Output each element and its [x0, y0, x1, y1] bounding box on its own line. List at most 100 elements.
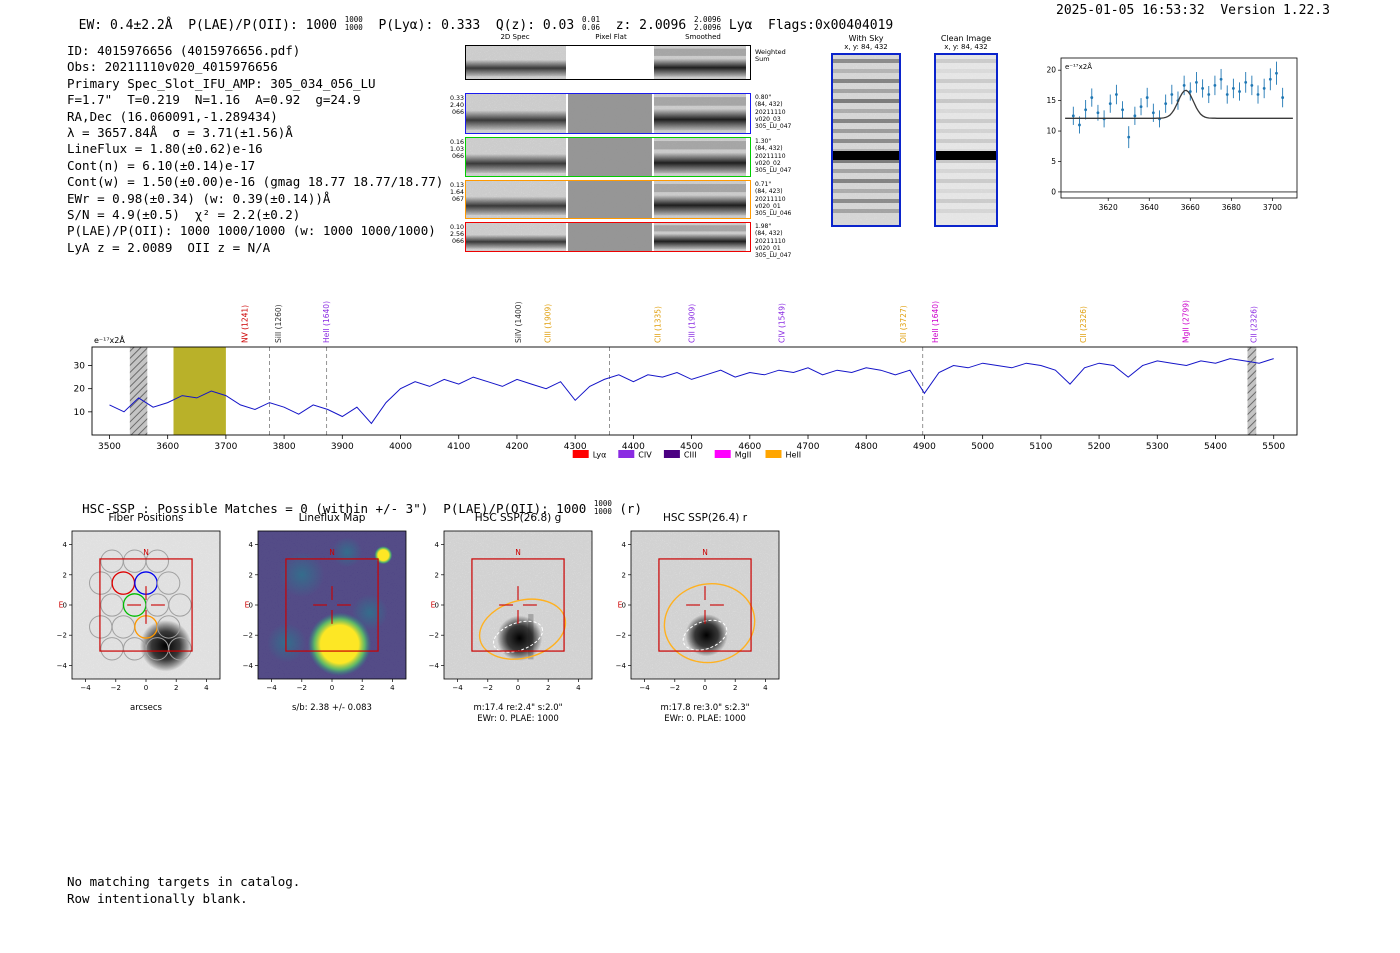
- summary-header: EW: 0.4±2.2Å P(LAE)/P(OII): 1000 1000 100…: [63, 3, 894, 33]
- ion-marker-label: CII (2326): [1079, 306, 1088, 343]
- hsc-band-text: (r): [611, 501, 642, 516]
- ion-marker-label: HeII (1640): [931, 301, 940, 343]
- lineflux-blob: [307, 612, 372, 676]
- spec2d-row-weights: 0.10 2.56 066: [449, 224, 464, 245]
- object-info-block: ID: 4015976656 (4015976656.pdf) Obs: 2021…: [67, 43, 443, 256]
- plae-range: 1000 1000: [345, 16, 363, 31]
- info-line: F=1.7" T=0.219 N=1.16 A=0.92 g=24.9: [67, 92, 361, 108]
- lineflux-map-panel: Lineflux Map −4 −4 −2 −2 0 0 2 2 4 4 N E s/b: 2.38 …: [234, 512, 420, 714]
- svg-text:2: 2: [249, 571, 253, 579]
- svg-text:3600: 3600: [156, 442, 179, 452]
- spec2d-image-smooth: [654, 94, 746, 133]
- svg-text:3500: 3500: [98, 442, 121, 452]
- svg-text:4300: 4300: [564, 442, 587, 452]
- svg-text:4100: 4100: [447, 442, 470, 452]
- hsc-r-plot: −4 −4 −2 −2 0 0 2 2 4 4 N E: [616, 530, 780, 692]
- svg-text:2: 2: [546, 684, 550, 692]
- ion-marker-label: CIII (1909): [688, 304, 697, 343]
- hsc-g-title: HSC SSP(26.8) g: [474, 512, 562, 524]
- lineflux-caption: s/b: 2.38 +/- 0.083: [292, 703, 372, 713]
- extraction-box: [99, 558, 193, 652]
- east-label: E: [431, 601, 436, 610]
- svg-text:CIV: CIV: [638, 451, 652, 460]
- hsc-r-panel: HSC SSP(26.4) r −4 −4 −2 −2 0 0 2 2 4 4 N E m:17.8 …: [607, 512, 793, 725]
- svg-text:4: 4: [576, 684, 581, 692]
- fiber-circle: [156, 571, 181, 595]
- spec2d-row: [465, 45, 751, 80]
- qz-range: 0.01 0.06: [582, 16, 600, 31]
- north-label: N: [702, 548, 708, 557]
- hsc-r-caption2: EWr: 0. PLAE: 1000: [664, 714, 746, 724]
- svg-text:−2: −2: [57, 632, 67, 640]
- ion-marker-label: SiII (1260): [274, 304, 283, 343]
- svg-text:−2: −2: [429, 632, 439, 640]
- with-sky-coords: x, y: 84, 432: [844, 43, 888, 51]
- svg-text:e⁻¹⁷x2Å: e⁻¹⁷x2Å: [94, 334, 125, 345]
- svg-text:4: 4: [249, 541, 254, 549]
- ew-plae-text: EW: 0.4±2.2Å P(LAE)/P(OII): 1000: [78, 18, 345, 33]
- aperture-ellipse: [478, 598, 567, 660]
- lineflux-map-plot: −4 −4 −2 −2 0 0 2 2 4 4 N E: [243, 530, 407, 692]
- fiber-positions-title: Fiber Positions: [108, 512, 184, 524]
- ion-marker-label: NV (1241): [241, 305, 250, 343]
- info-line: Obs: 20211110v020_4015976656: [67, 59, 278, 75]
- clean-image-panel: Clean Image x, y: 84, 432: [928, 34, 1004, 231]
- svg-text:0: 0: [144, 684, 148, 692]
- ion-marker-label: HeII (1640): [322, 301, 331, 343]
- svg-text:3700: 3700: [214, 442, 237, 452]
- info-line: S/N = 4.9(±0.5) χ² = 2.2(±0.2): [67, 207, 301, 223]
- svg-text:MgII: MgII: [735, 451, 752, 460]
- svg-text:−2: −2: [111, 684, 121, 692]
- plae-lo: 1000: [344, 22, 363, 32]
- ion-marker-label: CII (1335): [653, 306, 662, 343]
- info-line: LyA z = 2.0089 OII z = N/A: [67, 239, 271, 255]
- info-line: Primary Spec_Slot_IFU_AMP: 305_034_056_L…: [67, 75, 376, 91]
- hsc-plae-hi: 1000: [593, 499, 612, 508]
- footer-notes: No matching targets in catalog. Row inte…: [67, 874, 300, 907]
- qz-lo: 0.06: [581, 22, 601, 32]
- svg-text:0: 0: [435, 602, 439, 610]
- info-line: RA,Dec (16.060091,-1.289434): [67, 108, 278, 124]
- svg-text:4: 4: [63, 541, 68, 549]
- spec2d-image-smooth: [654, 181, 746, 218]
- svg-text:−2: −2: [243, 632, 253, 640]
- spec2d-image-flat: [568, 181, 652, 218]
- spec2d-image-spec: [466, 181, 566, 218]
- svg-text:2: 2: [63, 571, 67, 579]
- svg-text:30: 30: [74, 362, 86, 372]
- spec2d-row-meta: 1.30" (84, 432) 20211110 v020_02 305_LU_…: [755, 138, 792, 175]
- clean-image-coords: x, y: 84, 432: [944, 43, 988, 51]
- hsc-g-caption: m:17.4 re:2.4" s:2.0": [473, 703, 563, 713]
- svg-text:5200: 5200: [1088, 442, 1111, 452]
- hsc-plae-lo: 1000: [593, 506, 612, 516]
- z-text: z: 2.0096: [600, 18, 694, 33]
- with-sky-panel: With Sky x, y: 84, 432: [826, 34, 906, 231]
- svg-text:4700: 4700: [797, 442, 820, 452]
- svg-text:15: 15: [1046, 96, 1056, 105]
- spec2d-image-flat: [568, 94, 652, 133]
- svg-text:20: 20: [74, 385, 86, 395]
- sep-ellipse-dashed: [492, 620, 544, 653]
- svg-text:2: 2: [733, 684, 737, 692]
- svg-text:−2: −2: [670, 684, 680, 692]
- hsc-match-text: HSC-SSP : Possible Matches = 0 (within +…: [82, 501, 594, 516]
- spec2d-image-blank: [568, 46, 652, 79]
- z-hi: 2.0096: [693, 15, 722, 24]
- spec2d-row: [465, 93, 751, 134]
- lineflux-map-title: Lineflux Map: [298, 512, 366, 524]
- svg-text:4: 4: [435, 541, 440, 549]
- east-label: E: [245, 601, 250, 610]
- svg-text:5500: 5500: [1262, 442, 1285, 452]
- with-sky-title: With Sky: [848, 34, 884, 43]
- spec2d-image-flat: [568, 138, 652, 176]
- cutout-image-layer: [72, 531, 220, 679]
- hsc-g-plot: −4 −4 −2 −2 0 0 2 2 4 4 N E: [429, 530, 593, 692]
- svg-text:0: 0: [1051, 187, 1056, 196]
- fiber-circle: [168, 637, 192, 661]
- svg-text:0: 0: [330, 684, 334, 692]
- north-label: N: [329, 548, 335, 557]
- masked-band: [129, 347, 148, 435]
- svg-text:4400: 4400: [622, 442, 645, 452]
- spec2d-row-meta: 0.80" (84, 432) 20211110 v020_03 305_LU_…: [755, 94, 792, 131]
- info-line: P(LAE)/P(OII): 1000 1000/1000 (w: 1000 1…: [67, 223, 436, 239]
